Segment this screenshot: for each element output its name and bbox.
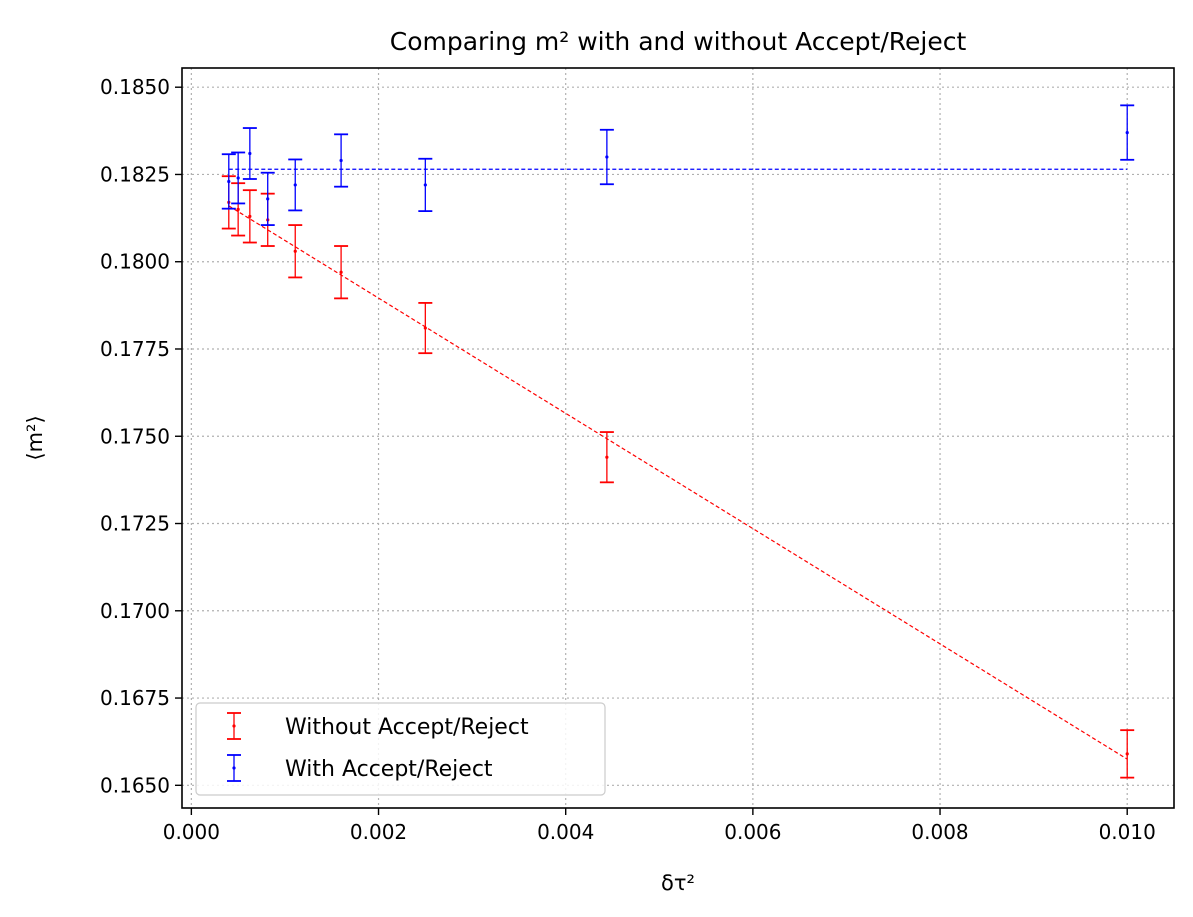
error-bar-point [418, 302, 433, 355]
y-tick-label: 0.1700 [100, 599, 170, 623]
error-bar-point [231, 151, 246, 205]
legend: Without Accept/Reject With Accept/Reject [195, 702, 606, 796]
x-axis-label: δτ² [661, 871, 695, 895]
legend-label: Without Accept/Reject [285, 715, 529, 740]
data-point-marker [423, 326, 427, 330]
x-tick-label: 0.008 [911, 820, 968, 844]
data-points [221, 104, 1135, 779]
data-point-marker [339, 270, 343, 274]
error-bar-point [418, 157, 433, 213]
y-tick-label: 0.1850 [100, 75, 170, 99]
data-point-marker [339, 158, 343, 163]
plot-frame [181, 67, 1175, 809]
y-tick-label: 0.1775 [100, 337, 170, 361]
fit-lines [228, 168, 1128, 760]
legend-entry: With Accept/Reject [227, 754, 493, 782]
error-bar-point [334, 133, 349, 188]
data-point-marker [266, 197, 270, 201]
fit-line [228, 205, 1128, 760]
x-tick-label: 0.000 [163, 820, 220, 844]
x-tick-label: 0.006 [724, 820, 781, 844]
legend-entry: Without Accept/Reject [227, 712, 529, 740]
data-point-marker [248, 151, 252, 156]
x-tick-label: 0.010 [1099, 820, 1156, 844]
y-tick-label: 0.1800 [100, 250, 170, 274]
error-bar-point [1120, 104, 1135, 161]
error-bar-point [221, 153, 236, 210]
chart-title: Comparing m² with and without Accept/Rej… [390, 27, 967, 56]
error-bar-point [242, 127, 257, 180]
error-bar-point [288, 224, 303, 279]
error-bar-point [288, 158, 303, 212]
data-point-marker [248, 214, 252, 218]
data-point-marker [293, 249, 297, 253]
legend-label: With Accept/Reject [285, 757, 493, 782]
data-point-marker [1125, 752, 1129, 756]
legend-box [195, 702, 606, 796]
data-point-marker [605, 155, 609, 159]
error-bar-point [242, 189, 257, 244]
x-axis-ticks: 0.000 0.002 0.004 0.006 0.008 0.010 [163, 808, 1156, 844]
data-point-marker [236, 207, 240, 211]
grid [182, 68, 1174, 808]
error-bar-point [599, 128, 614, 186]
data-point-marker [423, 183, 427, 187]
y-tick-label: 0.1825 [100, 162, 170, 186]
data-point-marker [227, 179, 231, 184]
error-bar-point [1120, 729, 1135, 779]
legend-marker-dot [232, 724, 236, 728]
y-tick-label: 0.1675 [100, 686, 170, 710]
error-bar-point [334, 245, 349, 300]
data-point-marker [1125, 130, 1129, 135]
x-tick-label: 0.004 [537, 820, 594, 844]
data-point-marker [293, 183, 297, 187]
y-tick-label: 0.1750 [100, 424, 170, 448]
data-point-marker [605, 455, 609, 459]
data-point-marker [236, 176, 240, 180]
y-tick-label: 0.1650 [100, 773, 170, 797]
x-tick-label: 0.002 [350, 820, 407, 844]
error-bar-point [599, 431, 614, 484]
y-tick-label: 0.1725 [100, 512, 170, 536]
legend-marker-dot [232, 766, 236, 770]
error-bar-point [260, 171, 275, 226]
y-axis-ticks: 0.1650 0.1675 0.1700 0.1725 0.1750 0.1775 0.18… [100, 75, 182, 797]
y-axis-label: ⟨m²⟩ [23, 415, 47, 460]
